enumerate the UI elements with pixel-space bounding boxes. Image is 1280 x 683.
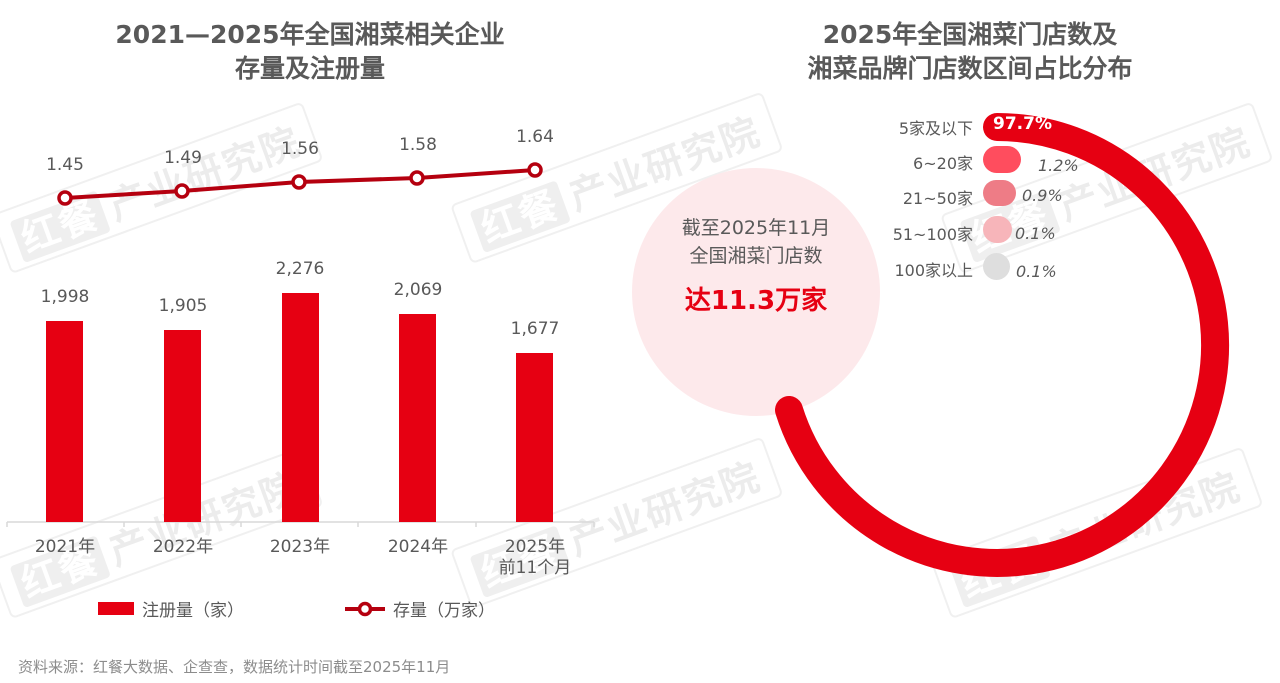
stock-point bbox=[291, 174, 307, 190]
store-count-highlight: 达11.3万家 bbox=[684, 286, 828, 316]
line-value-label: 1.58 bbox=[399, 135, 437, 155]
radial-bar-21-50 bbox=[983, 180, 1016, 206]
line-value-label: 1.56 bbox=[281, 139, 319, 159]
range-label: 51~100家 bbox=[892, 225, 973, 244]
line-value-label: 1.45 bbox=[46, 155, 84, 175]
legend-item-registrations: 注册量（家） bbox=[98, 596, 244, 621]
bar-value-label: 2,276 bbox=[275, 259, 325, 279]
legend-line-marker-icon bbox=[345, 601, 385, 616]
stock-point bbox=[174, 183, 190, 199]
bar-2024 bbox=[399, 314, 436, 522]
bar-2023 bbox=[282, 293, 319, 522]
line-value-label: 1.49 bbox=[164, 148, 202, 168]
range-label: 100家以上 bbox=[894, 261, 973, 280]
x-axis-label: 2021年 bbox=[34, 537, 96, 557]
x-axis-label: 2022年 bbox=[152, 537, 214, 557]
bar-value-label: 1,998 bbox=[40, 287, 90, 307]
center-summary-circle bbox=[632, 168, 880, 416]
percent-label: 0.1% bbox=[1016, 262, 1057, 281]
line-value-label: 1.64 bbox=[516, 127, 554, 147]
combo-chart-plot bbox=[6, 162, 595, 527]
bar-2022 bbox=[164, 330, 201, 522]
bar-value-label: 1,905 bbox=[158, 296, 208, 316]
x-axis-label: 2025年 前11个月 bbox=[498, 537, 572, 578]
legend-item-stock: 存量（万家） bbox=[345, 596, 495, 621]
range-label: 6~20家 bbox=[913, 154, 973, 173]
radial-bar-100-plus bbox=[983, 253, 1010, 280]
legend-bar-swatch bbox=[98, 602, 134, 615]
radial-bar-51-100 bbox=[983, 216, 1012, 243]
bar-value-label: 1,677 bbox=[510, 319, 560, 339]
stock-point bbox=[527, 162, 543, 178]
stock-point bbox=[409, 170, 425, 186]
percent-label: 0.1% bbox=[1015, 224, 1056, 243]
left-chart-title: 2021—2025年全国湘菜相关企业 存量及注册量 bbox=[115, 20, 505, 83]
bar-2021 bbox=[46, 321, 83, 522]
percent-label: 0.9% bbox=[1022, 186, 1063, 205]
right-chart-title: 2025年全国湘菜门店数及 湘菜品牌门店数区间占比分布 bbox=[807, 20, 1133, 83]
radial-bar-6-20 bbox=[983, 146, 1021, 173]
bar-value-label: 2,069 bbox=[393, 280, 443, 300]
bar-2025 bbox=[516, 353, 553, 522]
source-note: 资料来源：红餐大数据、企查查，数据统计时间截至2025年11月 bbox=[18, 658, 451, 676]
range-label: 21~50家 bbox=[902, 189, 973, 208]
x-axis-label: 2024年 bbox=[387, 537, 449, 557]
arc-value-label: 97.7% bbox=[993, 114, 1052, 134]
range-label: 5家及以下 bbox=[898, 119, 973, 138]
center-summary-text: 截至2025年11月 全国湘菜门店数 达11.3万家 bbox=[632, 214, 880, 317]
stock-point bbox=[57, 190, 73, 206]
x-axis-label: 2023年 bbox=[269, 537, 331, 557]
percent-label: 1.2% bbox=[1038, 156, 1079, 175]
